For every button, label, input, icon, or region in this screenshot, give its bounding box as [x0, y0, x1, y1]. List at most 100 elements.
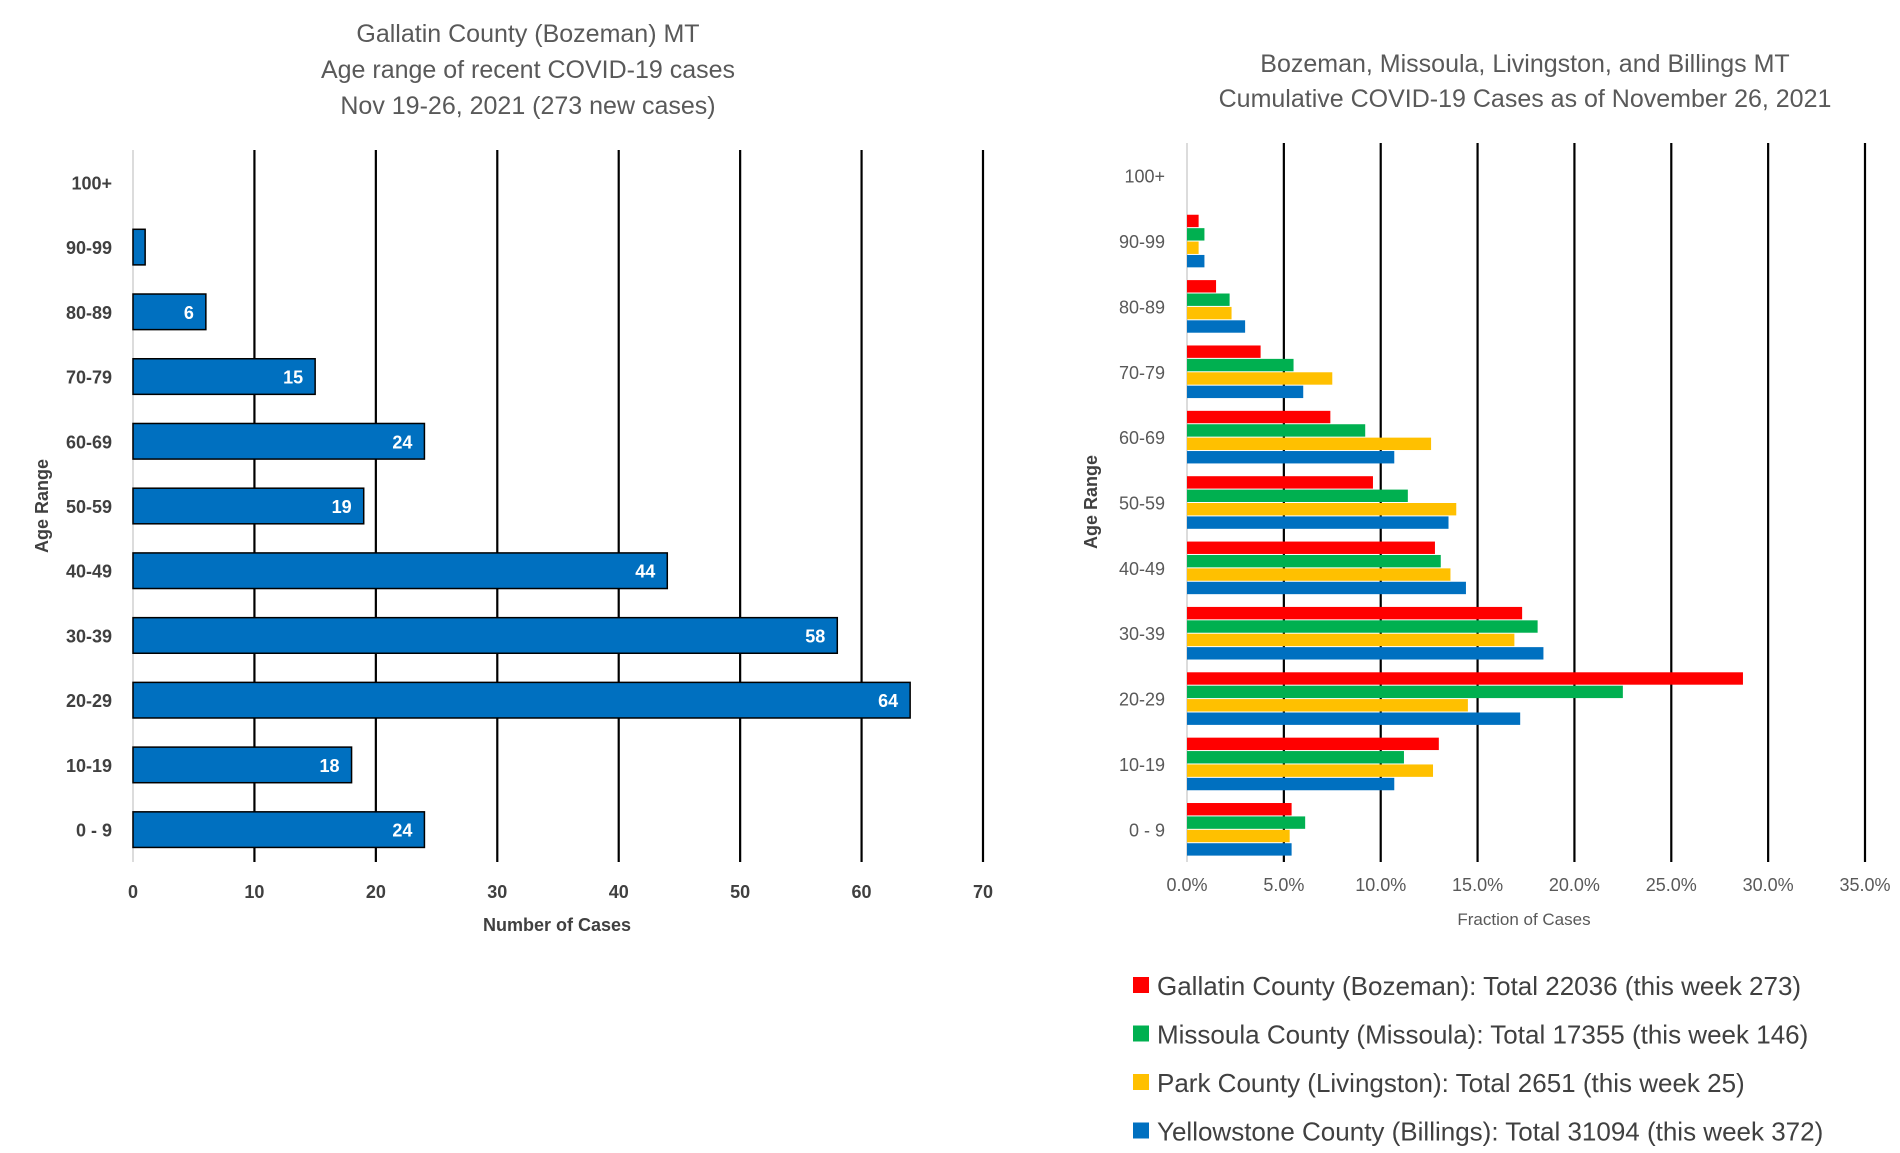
legend-swatch-2: [1133, 1074, 1149, 1090]
left-chart-bars: [132, 228, 911, 849]
right-chart: Bozeman, Missoula, Livingston, and Billi…: [1081, 50, 1891, 1147]
left-category-label-100: 100+: [71, 173, 112, 193]
left-category-label-30-39: 30-39: [66, 626, 112, 646]
right-chart-title-line-1: Bozeman, Missoula, Livingston, and Billi…: [1260, 50, 1789, 78]
left-data-label-30-39: 58: [805, 626, 825, 646]
right-bar-0-9-series-0: [1187, 803, 1292, 816]
left-bar-10-19: [132, 746, 353, 784]
right-category-label-50-59: 50-59: [1119, 494, 1165, 514]
left-chart-x-axis-label: Number of Cases: [483, 915, 631, 935]
left-data-label-10-19: 18: [320, 756, 340, 776]
right-category-label-40-49: 40-49: [1119, 559, 1165, 579]
right-x-tick-label: 15.0%: [1452, 875, 1503, 895]
right-bar-70-79-series-0: [1187, 345, 1261, 358]
right-bar-0-9-series-2: [1187, 829, 1290, 843]
right-bar-40-49-series-0: [1187, 541, 1435, 554]
right-bar-50-59-series-1: [1187, 489, 1408, 502]
right-bar-70-79-series-2: [1187, 372, 1333, 385]
right-bar-90-99-series-3: [1187, 254, 1205, 268]
left-bar-50-59: [132, 487, 365, 525]
left-category-label-40-49: 40-49: [66, 562, 112, 582]
left-data-label-40-49: 44: [635, 562, 655, 582]
right-chart-bars: [1187, 214, 1743, 856]
right-bar-60-69-series-1: [1187, 424, 1366, 437]
right-chart-x-tick-labels: 0.0% 5.0% 10.0% 15.0% 20.0% 25.0% 30.0% 35.0%: [1166, 875, 1890, 895]
right-bar-20-29-series-2: [1187, 699, 1468, 712]
right-bar-80-89-series-1: [1187, 293, 1230, 306]
legend-swatch-3: [1133, 1122, 1149, 1139]
legend-label-0: Gallatin County (Bozeman): Total 22036 (…: [1157, 971, 1801, 1001]
right-bar-10-19-series-2: [1187, 764, 1434, 777]
left-bar-0-9: [132, 811, 426, 849]
right-category-label-0-9: 0 - 9: [1129, 820, 1165, 840]
left-chart-x-tick-labels: 0 10 20 30 40 50 60 70: [128, 882, 993, 902]
left-bar-60-69: [132, 422, 426, 460]
legend-label-1: Missoula County (Missoula): Total 17355 …: [1157, 1020, 1808, 1050]
left-category-label-20-29: 20-29: [66, 691, 112, 711]
left-chart: Gallatin County (Bozeman) MT Age range o…: [32, 20, 993, 935]
right-bar-40-49-series-1: [1187, 554, 1441, 568]
right-bar-30-39-series-1: [1187, 620, 1538, 633]
left-chart-title-line-3: Nov 19-26, 2021 (273 new cases): [340, 92, 715, 120]
left-data-label-70-79: 15: [283, 368, 303, 388]
right-category-label-10-19: 10-19: [1119, 755, 1165, 775]
right-bar-40-49-series-3: [1187, 581, 1466, 595]
right-chart-title-line-2: Cumulative COVID-19 Cases as of November…: [1219, 85, 1832, 113]
right-bar-50-59-series-2: [1187, 503, 1457, 516]
legend-label-2: Park County (Livingston): Total 2651 (th…: [1157, 1068, 1745, 1098]
left-chart-gridlines: [132, 150, 985, 862]
left-bar-70-79: [132, 357, 316, 396]
right-bar-10-19-series-1: [1187, 751, 1404, 764]
right-bar-40-49-series-2: [1187, 568, 1451, 581]
right-bar-30-39-series-3: [1187, 647, 1544, 660]
left-category-label-60-69: 60-69: [66, 432, 112, 452]
right-x-tick-label: 0.0%: [1166, 875, 1207, 895]
left-category-label-90-99: 90-99: [66, 238, 112, 258]
left-category-label-10-19: 10-19: [66, 756, 112, 776]
right-bar-0-9-series-3: [1187, 843, 1292, 856]
left-x-tick-label: 30: [487, 882, 507, 902]
right-x-tick-label: 30.0%: [1743, 875, 1794, 895]
right-bar-10-19-series-3: [1187, 777, 1395, 791]
right-bar-30-39-series-0: [1187, 606, 1523, 620]
right-x-tick-label: 20.0%: [1549, 875, 1600, 895]
right-bar-80-89-series-3: [1187, 320, 1246, 333]
left-data-label-80-89: 6: [184, 303, 194, 323]
right-x-tick-label: 10.0%: [1355, 875, 1406, 895]
right-bar-80-89-series-2: [1187, 306, 1232, 320]
left-data-label-60-69: 24: [392, 432, 412, 452]
left-category-label-80-89: 80-89: [66, 303, 112, 323]
left-data-label-20-29: 64: [878, 691, 898, 711]
right-bar-10-19-series-0: [1187, 737, 1439, 751]
right-category-label-80-89: 80-89: [1119, 297, 1165, 317]
left-chart-data-labels: 24 18 64 58 44 19 24 15 6: [184, 303, 898, 841]
right-chart-x-axis-label: Fraction of Cases: [1457, 910, 1590, 929]
left-category-label-0-9: 0 - 9: [76, 821, 112, 841]
left-chart-title-line-2: Age range of recent COVID-19 cases: [321, 56, 735, 84]
right-bar-20-29-series-1: [1187, 685, 1623, 699]
left-x-tick-label: 0: [128, 882, 138, 902]
left-x-tick-label: 70: [973, 882, 993, 902]
left-data-label-50-59: 19: [332, 497, 352, 517]
left-bar-20-29: [132, 681, 911, 719]
left-bar-40-49: [132, 552, 669, 590]
right-category-label-30-39: 30-39: [1119, 624, 1165, 644]
left-x-tick-label: 60: [852, 882, 872, 902]
legend-label-3: Yellowstone County (Billings): Total 310…: [1157, 1117, 1823, 1147]
left-bar-30-39: [132, 616, 839, 655]
left-category-label-70-79: 70-79: [66, 368, 112, 388]
right-bar-90-99-series-1: [1187, 228, 1205, 241]
right-bar-50-59-series-3: [1187, 516, 1449, 529]
right-bar-90-99-series-0: [1187, 214, 1199, 228]
right-chart-y-axis-label: Age Range: [1081, 455, 1101, 549]
right-chart-category-labels: 0 - 9 10-19 20-29 30-39 40-49 50-59 60-69 70-79…: [1119, 167, 1165, 841]
left-bar-90-99: [132, 228, 146, 266]
right-category-label-60-69: 60-69: [1119, 428, 1165, 448]
right-category-label-100: 100+: [1124, 167, 1165, 187]
right-bar-80-89-series-0: [1187, 280, 1217, 293]
right-bar-20-29-series-0: [1187, 672, 1743, 685]
right-bar-20-29-series-3: [1187, 712, 1521, 725]
right-category-label-20-29: 20-29: [1119, 690, 1165, 710]
legend-swatch-1: [1133, 1025, 1149, 1042]
